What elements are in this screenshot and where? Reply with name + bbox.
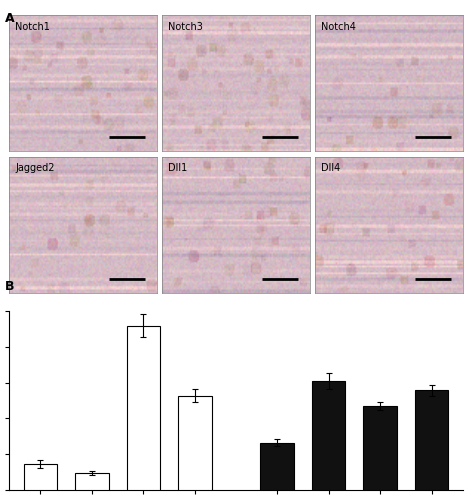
Bar: [75, 473, 109, 490]
Text: A: A: [5, 12, 14, 26]
Bar: [415, 390, 448, 490]
Text: B: B: [5, 280, 14, 293]
Bar: [312, 380, 346, 490]
Text: Jagged2: Jagged2: [15, 164, 55, 173]
Text: Notch1: Notch1: [15, 22, 50, 32]
Bar: [24, 464, 57, 490]
Bar: [363, 406, 397, 490]
Text: Dll4: Dll4: [321, 164, 341, 173]
Bar: [261, 442, 294, 490]
Bar: [126, 326, 160, 490]
Bar: [178, 396, 211, 490]
Text: Notch3: Notch3: [169, 22, 203, 32]
Text: Notch4: Notch4: [321, 22, 356, 32]
Text: Dll1: Dll1: [169, 164, 187, 173]
